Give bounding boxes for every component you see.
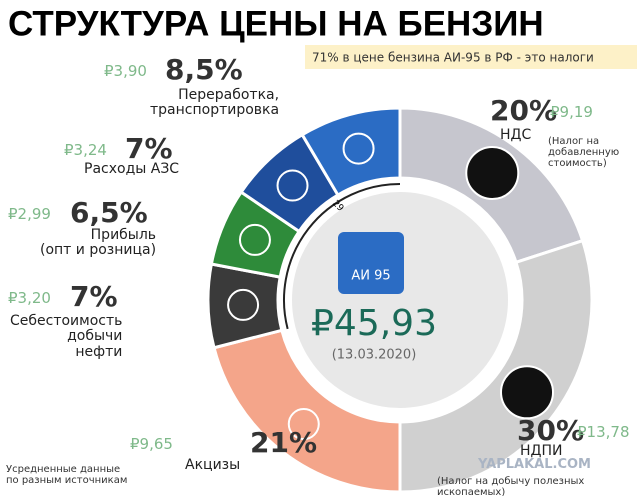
chart-title: СТРУКТУРА ЦЕНЫ НА БЕНЗИН	[8, 4, 544, 43]
price-label: ₽3,20	[8, 289, 51, 307]
category-label: Переработка, транспортировка	[150, 87, 280, 119]
price-label: ₽3,90	[104, 62, 147, 80]
value-label: 7%	[125, 132, 173, 165]
value-label: 7%	[70, 280, 118, 313]
price-label: ₽3,24	[64, 141, 107, 159]
value-label: 8,5%	[165, 53, 243, 86]
date: (13.03.2020)	[332, 348, 417, 363]
slice-icon	[465, 145, 520, 200]
subtitle-box	[305, 45, 637, 69]
price-label: ₽2,99	[8, 205, 51, 223]
pie-slice	[398, 238, 594, 494]
category-label: НДС	[500, 127, 532, 143]
category-label: Прибыль (опт и розница)	[40, 227, 157, 259]
slice-icon	[342, 132, 375, 165]
total-price: ₽45,93	[311, 303, 437, 344]
pie-slice	[300, 106, 402, 198]
fuel-label: АИ 95	[351, 269, 390, 284]
category-label: Себестоимость добычи нефти	[10, 313, 123, 360]
mining-note: (Налог на добычу полезных ископаемых)	[437, 476, 585, 496]
source-note: Усредненные данные по разным источникам	[6, 464, 128, 486]
price-label: ₽9,19	[550, 103, 593, 121]
price-label: ₽13,78	[577, 423, 630, 441]
price-label: ₽9,65	[130, 435, 173, 453]
category-label: Акцизы	[185, 457, 241, 473]
subtitle: 71% в цене бензина АИ-95 в РФ - это нало…	[312, 51, 594, 65]
category-label: Расходы АЗС	[84, 161, 180, 177]
center-disc	[292, 192, 508, 408]
value-label: 6,5%	[70, 196, 148, 229]
slice-icon	[227, 288, 260, 321]
fuel-badge	[338, 232, 404, 294]
value-label: 21%	[250, 426, 318, 459]
slice-icon	[238, 223, 271, 256]
vat-note: (Налог на добавленную стоимость)	[548, 136, 620, 169]
slice-icon	[287, 408, 320, 441]
slice-icon	[276, 169, 309, 202]
watermark: YAPLAKAL.COM	[478, 457, 591, 472]
category-label: НДПИ	[520, 443, 563, 459]
value-label: 20%	[490, 94, 558, 127]
value-label: 30%	[517, 414, 585, 447]
slice-icon	[500, 365, 555, 420]
group-arc	[283, 183, 401, 330]
